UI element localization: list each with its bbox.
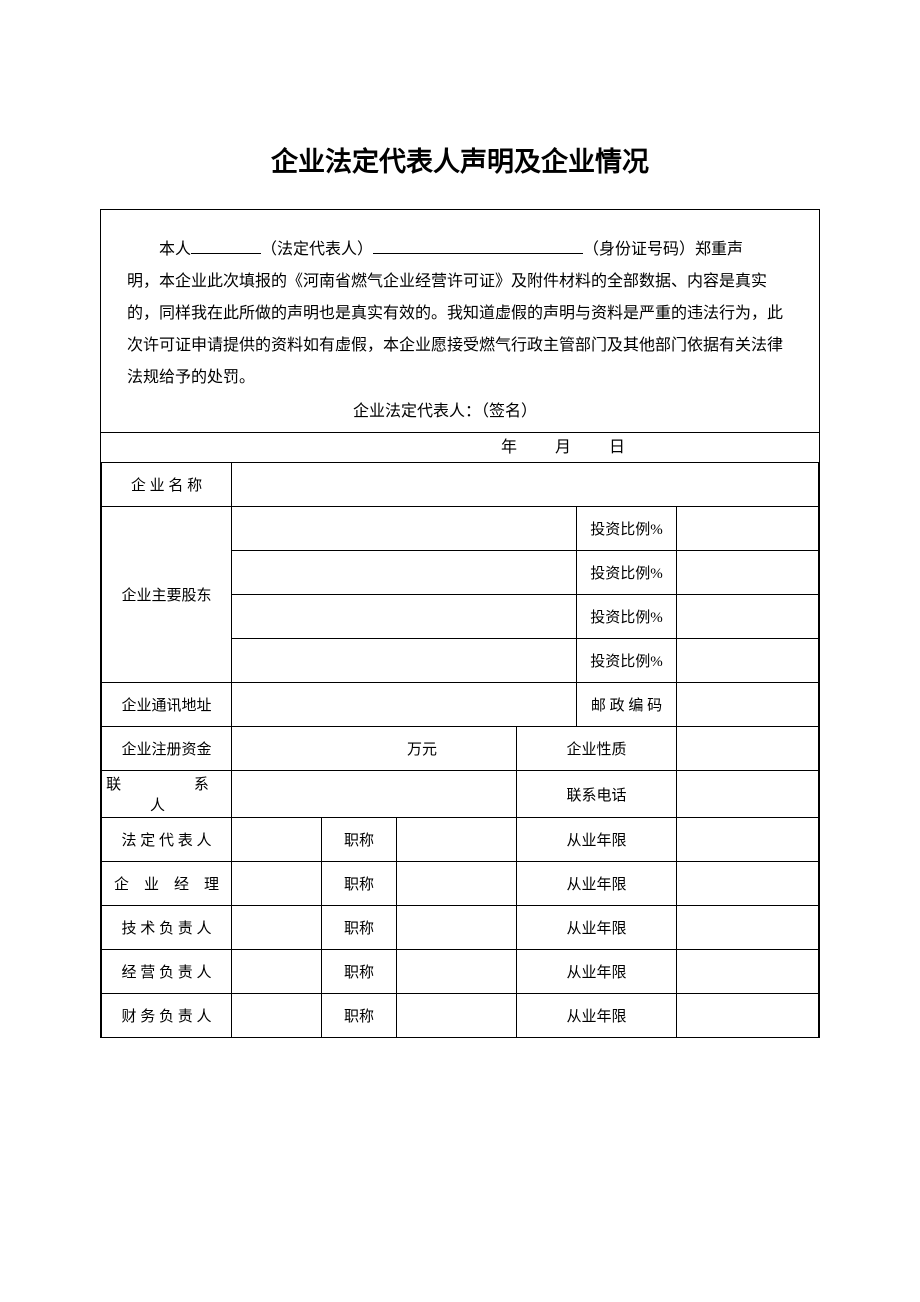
label-manager: 企 业 经 理 [102, 862, 232, 906]
label-phone: 联系电话 [517, 771, 677, 818]
decl-prefix: 本人 [159, 241, 191, 258]
label-biz-lead: 经 营 负 责 人 [102, 950, 232, 994]
label-tech-lead: 技 术 负 责 人 [102, 906, 232, 950]
date-day: 日 [609, 439, 627, 456]
field-biz-title[interactable] [397, 950, 517, 994]
form-table: 企 业 名 称 企业主要股东 投资比例% 投资比例% 投资比例% [101, 462, 819, 1038]
label-invest-ratio-2: 投资比例% [577, 551, 677, 595]
field-legal-rep-name[interactable] [232, 818, 322, 862]
decl-body: 明，本企业此次填报的《河南省燃气企业经营许可证》及附件材料的全部数据、内容是真实… [127, 266, 793, 394]
label-years-4: 从业年限 [517, 950, 677, 994]
label-title-1: 职称 [322, 818, 397, 862]
label-title-3: 职称 [322, 906, 397, 950]
field-manager-title[interactable] [397, 862, 517, 906]
label-invest-ratio-4: 投资比例% [577, 639, 677, 683]
label-title-5: 职称 [322, 994, 397, 1038]
field-shareholder-3[interactable] [232, 595, 577, 639]
field-manager-years[interactable] [677, 862, 819, 906]
page-title: 企业法定代表人声明及企业情况 [100, 140, 820, 179]
field-fin-years[interactable] [677, 994, 819, 1038]
field-invest-ratio-3[interactable] [677, 595, 819, 639]
date-row: 年月日 [101, 432, 819, 462]
decl-role: （法定代表人） [261, 241, 373, 258]
label-years-5: 从业年限 [517, 994, 677, 1038]
label-company-name: 企 业 名 称 [102, 463, 232, 507]
field-shareholder-1[interactable] [232, 507, 577, 551]
date-year: 年 [501, 439, 519, 456]
label-invest-ratio-3: 投资比例% [577, 595, 677, 639]
field-legal-rep-title[interactable] [397, 818, 517, 862]
label-years-2: 从业年限 [517, 862, 677, 906]
field-biz-years[interactable] [677, 950, 819, 994]
label-years-1: 从业年限 [517, 818, 677, 862]
name-blank[interactable] [191, 238, 261, 254]
field-tech-title[interactable] [397, 906, 517, 950]
field-postal[interactable] [677, 683, 819, 727]
label-legal-rep: 法 定 代 表 人 [102, 818, 232, 862]
label-contact: 联 系 人 [102, 771, 232, 818]
field-address[interactable] [232, 683, 577, 727]
field-legal-rep-years[interactable] [677, 818, 819, 862]
date-month: 月 [555, 439, 573, 456]
label-invest-ratio-1: 投资比例% [577, 507, 677, 551]
field-fin-title[interactable] [397, 994, 517, 1038]
sign-label: 企业法定代表人：（签名） [327, 396, 793, 428]
label-reg-capital: 企业注册资金 [102, 727, 232, 771]
field-fin-name[interactable] [232, 994, 322, 1038]
label-postal: 邮 政 编 码 [577, 683, 677, 727]
declaration-box: 本人 （法定代表人） （身份证号码）郑重声 明，本企业此次填报的《河南省燃气企业经营… [100, 209, 820, 1038]
declaration-text: 本人 （法定代表人） （身份证号码）郑重声 明，本企业此次填报的《河南省燃气企业经营… [101, 210, 819, 432]
label-wanyuan: 万元 [407, 742, 437, 758]
label-address: 企业通讯地址 [102, 683, 232, 727]
label-title-4: 职称 [322, 950, 397, 994]
field-biz-name[interactable] [232, 950, 322, 994]
decl-id-label: （身份证号码）郑重声 [583, 241, 743, 258]
field-shareholder-4[interactable] [232, 639, 577, 683]
field-invest-ratio-1[interactable] [677, 507, 819, 551]
label-nature: 企业性质 [517, 727, 677, 771]
field-tech-years[interactable] [677, 906, 819, 950]
id-blank[interactable] [373, 238, 583, 254]
label-shareholders: 企业主要股东 [102, 507, 232, 683]
label-years-3: 从业年限 [517, 906, 677, 950]
field-shareholder-2[interactable] [232, 551, 577, 595]
field-invest-ratio-2[interactable] [677, 551, 819, 595]
label-title-2: 职称 [322, 862, 397, 906]
field-reg-capital[interactable]: 万元 [232, 727, 517, 771]
label-fin-lead: 财 务 负 责 人 [102, 994, 232, 1038]
field-tech-name[interactable] [232, 906, 322, 950]
field-manager-name[interactable] [232, 862, 322, 906]
field-company-name[interactable] [232, 463, 819, 507]
field-invest-ratio-4[interactable] [677, 639, 819, 683]
field-phone[interactable] [677, 771, 819, 818]
field-nature[interactable] [677, 727, 819, 771]
